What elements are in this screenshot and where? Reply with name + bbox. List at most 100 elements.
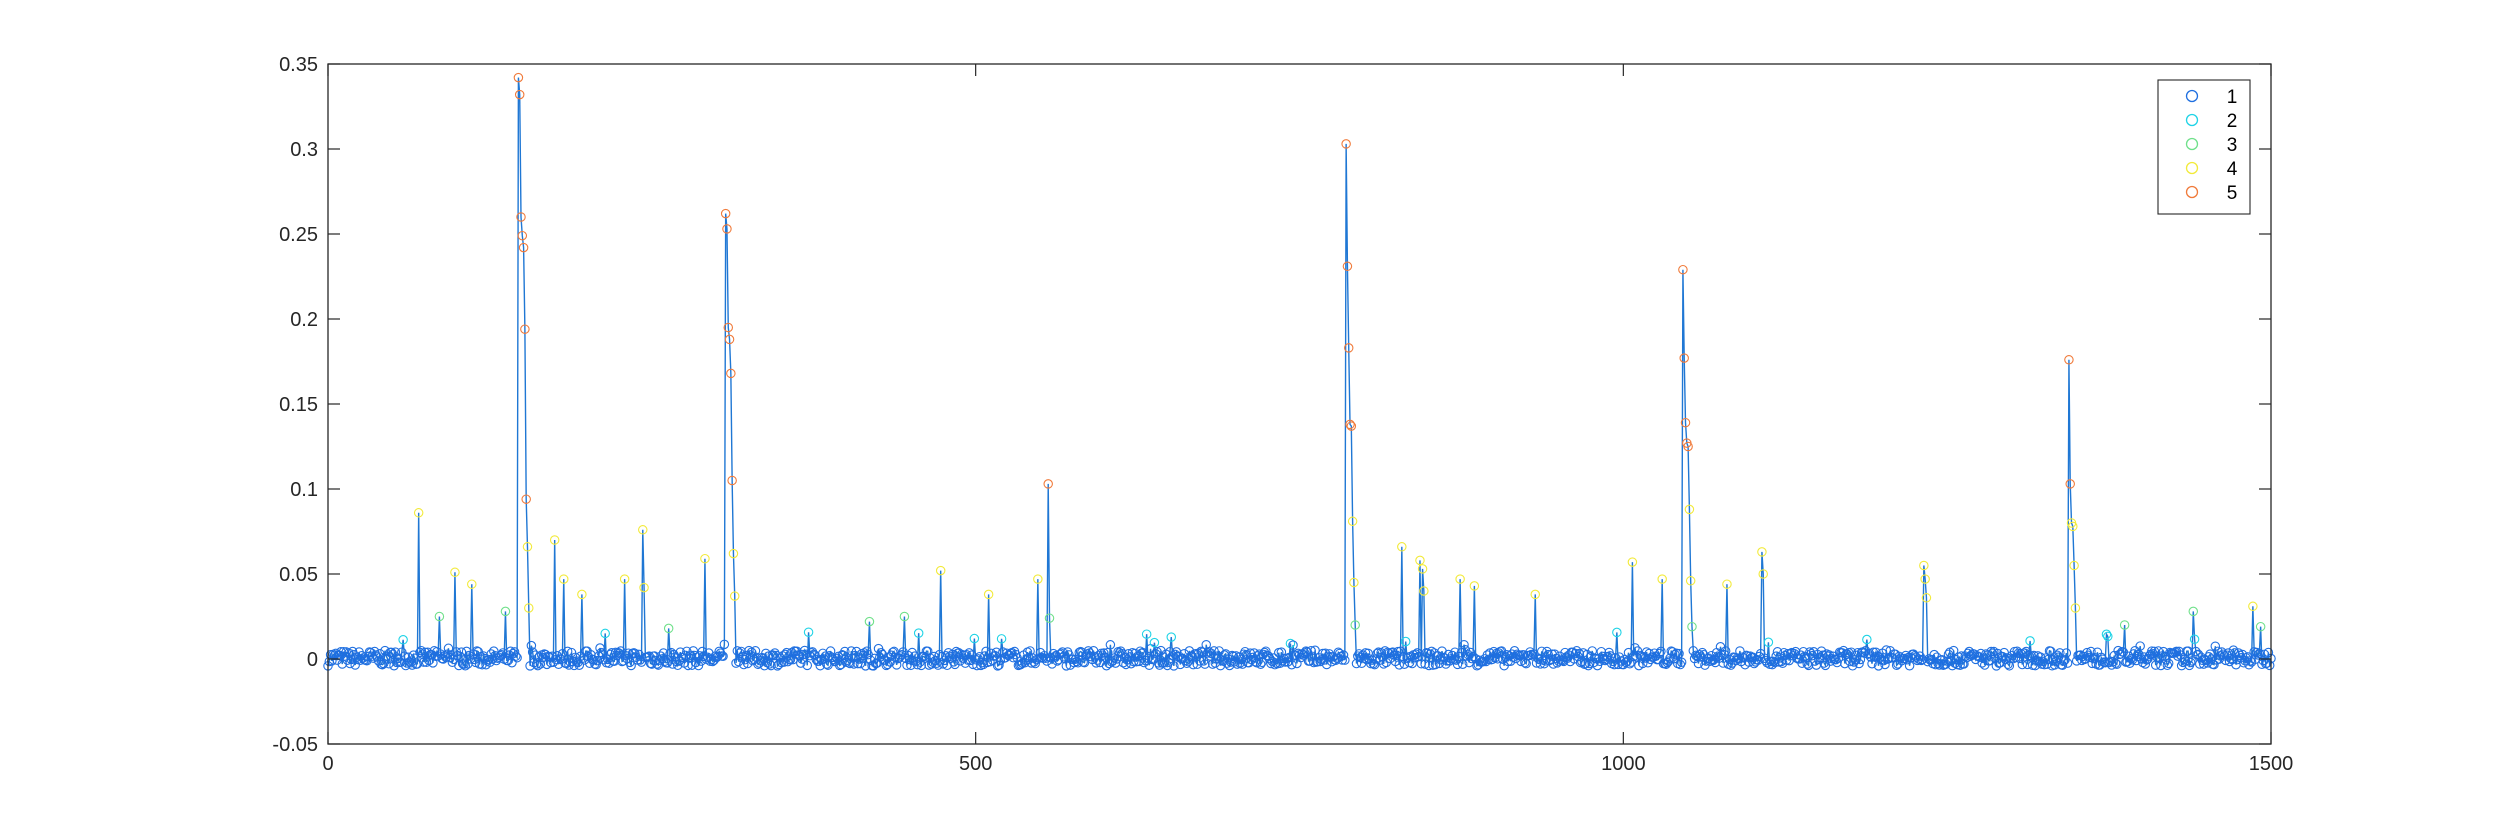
data-point-class-1 — [889, 646, 899, 657]
data-point-class-1 — [403, 652, 414, 662]
data-point-class-4 — [638, 525, 648, 535]
data-point-class-1 — [1917, 654, 1928, 665]
data-point-class-1 — [526, 640, 537, 651]
data-point-class-1 — [1158, 652, 1169, 662]
data-point-class-1 — [1382, 647, 1393, 658]
data-point-class-4 — [558, 574, 569, 584]
data-point-class-1 — [869, 653, 880, 664]
data-point-class-1 — [1753, 655, 1763, 666]
data-point-class-1 — [428, 658, 438, 668]
data-point-class-1 — [987, 655, 998, 665]
data-point-class-2 — [996, 634, 1007, 644]
data-point-class-1 — [391, 657, 402, 668]
data-point-class-1 — [1485, 648, 1495, 658]
data-point-class-1 — [1474, 655, 1485, 665]
data-point-class-4 — [577, 589, 587, 600]
data-point-class-1 — [2210, 641, 2221, 651]
data-point-class-1 — [786, 647, 797, 658]
data-point-class-1 — [1873, 661, 1884, 671]
data-point-class-4 — [450, 567, 460, 578]
data-point-class-1 — [1549, 649, 1560, 659]
data-point-class-1 — [1378, 659, 1389, 669]
data-point-class-1 — [456, 647, 467, 657]
data-point-class-1 — [1514, 650, 1525, 660]
data-point-class-1 — [934, 649, 945, 660]
data-point-class-1 — [912, 659, 923, 670]
x-tick-label: 1500 — [2249, 753, 2294, 775]
data-point-class-1 — [1548, 659, 1559, 669]
data-point-class-1 — [2244, 660, 2254, 670]
data-point-class-4 — [413, 508, 424, 518]
data-point-class-1 — [1881, 645, 1892, 655]
legend-box — [2157, 79, 2251, 215]
data-point-class-1 — [1152, 646, 1162, 657]
data-point-class-1 — [533, 660, 543, 671]
data-point-class-4 — [467, 579, 477, 589]
data-point-class-3 — [1044, 613, 1055, 623]
data-point-class-3 — [899, 611, 910, 622]
y-tick-label: 0 — [307, 649, 318, 671]
data-point-class-5 — [2065, 479, 2075, 489]
data-point-class-1 — [419, 657, 429, 667]
data-point-class-1 — [1193, 648, 1204, 659]
data-point-class-1 — [1625, 659, 1635, 669]
data-point-class-1 — [443, 643, 454, 654]
data-point-class-2 — [1862, 634, 1872, 645]
y-tick-label: 0.05 — [279, 564, 318, 586]
data-point-class-1 — [981, 646, 991, 657]
data-point-class-1 — [675, 647, 686, 657]
data-point-class-4 — [524, 603, 534, 613]
data-point-class-2 — [600, 628, 610, 639]
data-point-class-1 — [551, 654, 561, 665]
data-point-class-1 — [796, 658, 806, 668]
data-point-class-1 — [1581, 658, 1591, 669]
data-point-class-4 — [2068, 521, 2078, 532]
data-point-class-4 — [1469, 581, 1480, 591]
data-point-class-1 — [1772, 647, 1783, 657]
data-point-class-1 — [1489, 646, 1499, 657]
data-point-class-5 — [1343, 343, 1354, 353]
data-point-class-1 — [1934, 660, 1945, 670]
data-point-class-1 — [372, 652, 382, 662]
legend-label-5: 5 — [2227, 183, 2238, 204]
data-point-class-1 — [994, 660, 1004, 670]
data-point-class-1 — [1626, 657, 1636, 667]
data-point-class-1 — [1656, 646, 1666, 657]
data-point-class-1 — [1073, 658, 1083, 668]
data-point-class-4 — [1033, 574, 1043, 584]
data-point-class-1 — [1135, 646, 1145, 656]
data-point-class-1 — [345, 658, 355, 669]
data-point-class-1 — [2110, 658, 2121, 669]
data-point-class-1 — [1154, 660, 1165, 670]
data-point-class-1 — [1097, 650, 1108, 660]
data-point-class-5 — [723, 322, 734, 333]
data-point-class-1 — [1394, 660, 1404, 670]
data-point-class-4 — [1722, 579, 1732, 589]
data-point-class-1 — [783, 656, 793, 667]
data-point-class-1 — [713, 651, 723, 662]
data-point-class-1 — [719, 639, 730, 650]
data-point-class-1 — [2140, 659, 2151, 669]
data-point-class-1 — [1310, 645, 1320, 656]
data-point-class-4 — [1530, 589, 1541, 600]
data-point-class-1 — [626, 660, 636, 671]
data-point-class-1 — [2127, 655, 2138, 665]
y-tick-label: 0.25 — [279, 224, 318, 246]
legend-marker-5 — [2185, 185, 2199, 199]
data-point-class-2 — [1400, 636, 1411, 647]
data-point-class-1 — [2206, 654, 2217, 664]
data-point-class-1 — [557, 649, 568, 659]
data-point-class-4 — [2070, 603, 2081, 613]
data-point-class-3 — [2188, 606, 2199, 617]
data-point-class-1 — [1741, 650, 1752, 661]
data-point-class-2 — [2103, 631, 2113, 642]
data-point-class-1 — [1424, 660, 1434, 671]
data-point-class-4 — [1685, 576, 1696, 586]
data-point-class-1 — [1481, 656, 1491, 667]
data-point-class-5 — [516, 212, 526, 222]
data-point-class-1 — [1770, 657, 1780, 668]
data-point-class-1 — [439, 650, 450, 661]
data-point-class-1 — [1286, 659, 1297, 670]
data-point-class-1 — [916, 660, 927, 671]
data-point-class-1 — [2263, 647, 2274, 658]
